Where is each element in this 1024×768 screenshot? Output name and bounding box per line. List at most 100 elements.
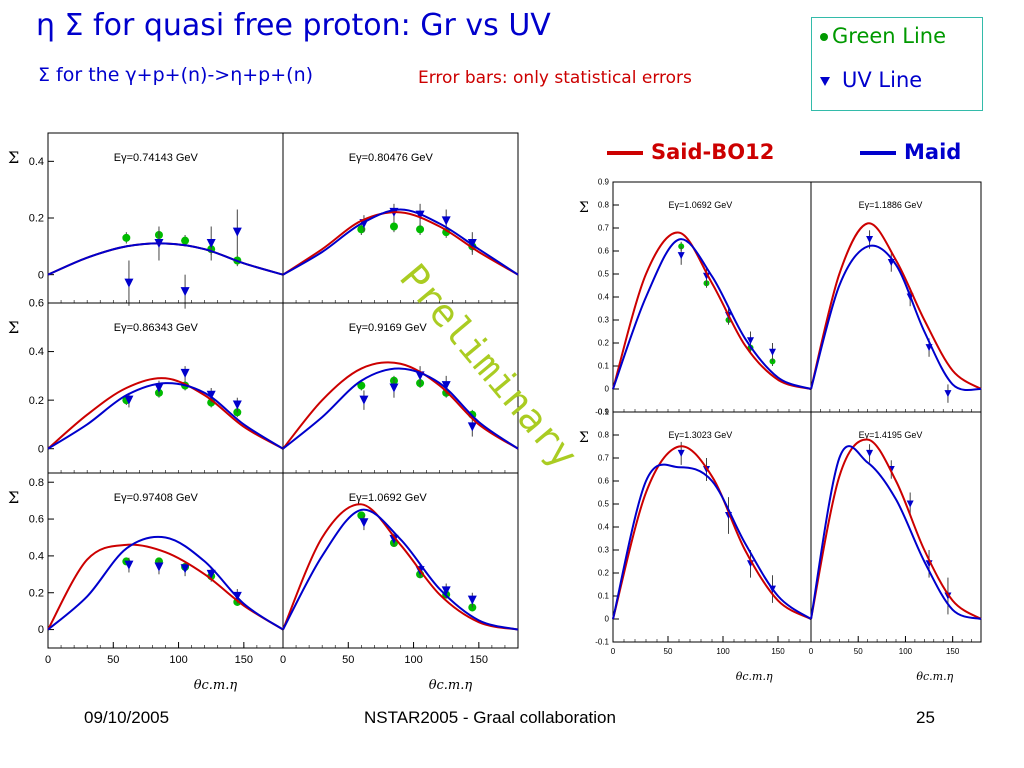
- x-tick-label: 100: [716, 647, 730, 656]
- uv-point: [180, 287, 190, 297]
- uv-point: [206, 239, 216, 248]
- blue-line-icon: [860, 151, 896, 155]
- y-tick-label: 0.4: [29, 346, 44, 358]
- panel-title: Eγ=1.1886 GeV: [859, 200, 923, 210]
- y-tick-label: 0.8: [598, 431, 610, 440]
- red-line-icon: [607, 151, 643, 155]
- maid-label: Maid: [904, 140, 962, 164]
- uv-point: [124, 560, 134, 570]
- panel-title: Eγ=0.9169 GeV: [349, 322, 428, 334]
- y-axis-label: Σ: [8, 318, 19, 337]
- x-tick-label: 0: [809, 647, 814, 656]
- y-tick-label: -0.1: [595, 408, 609, 417]
- preliminary-watermark: Preliminary: [391, 256, 586, 477]
- green-point: [181, 236, 190, 245]
- said-curve: [810, 438, 982, 620]
- y-tick-label: 0.2: [29, 395, 44, 407]
- y-tick-label: 0.4: [29, 156, 44, 168]
- blue-triangle-icon: [820, 76, 830, 86]
- y-tick-label: 0.1: [598, 362, 610, 371]
- x-tick-label: 50: [854, 647, 863, 656]
- x-tick-label: 50: [107, 654, 119, 666]
- panel-title: Eγ=1.0692 GeV: [349, 492, 428, 504]
- y-tick-label: 0.7: [598, 454, 610, 463]
- uv-point: [747, 337, 754, 345]
- uv-point: [677, 252, 685, 260]
- green-point: [357, 225, 366, 234]
- x-tick-label: 0: [280, 654, 286, 666]
- uv-point: [359, 395, 369, 405]
- y-tick-label: 0.2: [598, 339, 610, 348]
- y-tick-label: 0.1: [598, 592, 610, 601]
- uv-point: [154, 562, 164, 572]
- panel-title: Eγ=0.74143 GeV: [114, 152, 199, 164]
- y-tick-label: 0.2: [598, 569, 610, 578]
- green-point: [122, 233, 131, 242]
- panel-frame: [612, 411, 812, 643]
- x-tick-label: 150: [946, 647, 960, 656]
- x-axis-label: θc.m.η: [736, 670, 773, 683]
- green-point: [357, 511, 366, 520]
- panel-title: Eγ=0.97408 GeV: [114, 492, 199, 504]
- y-tick-label: 0.4: [598, 293, 610, 302]
- y-tick-label: 0: [605, 615, 610, 624]
- y-tick-label: 0.9: [598, 178, 610, 187]
- y-tick-label: 0.6: [29, 298, 44, 310]
- panel-8: Eγ=1.1886 GeV: [810, 181, 982, 413]
- maid-curve: [47, 242, 284, 276]
- y-tick-label: 0.5: [598, 500, 610, 509]
- uv-point: [124, 278, 134, 288]
- x-tick-label: 100: [404, 654, 422, 666]
- footer-date: 09/10/2005: [84, 708, 170, 727]
- uv-point: [206, 390, 216, 400]
- data-legend-box: Green Line UV Line: [811, 17, 983, 111]
- y-axis-label: Σ: [579, 200, 589, 216]
- maid-curve: [282, 367, 519, 450]
- y-tick-label: 0.3: [598, 316, 610, 325]
- uv-point: [944, 592, 952, 600]
- said-curve: [282, 361, 519, 450]
- y-tick-label: 0.9: [598, 408, 610, 417]
- said-curve: [47, 543, 284, 631]
- panel-title: Eγ=1.0692 GeV: [668, 200, 732, 210]
- uv-point: [154, 383, 164, 393]
- legend-uv-line: UV Line: [820, 68, 922, 92]
- footer-conference: NSTAR2005 - Graal collaboration: [364, 708, 616, 727]
- maid-curve: [810, 445, 982, 620]
- said-curve: [282, 211, 519, 276]
- green-point: [389, 222, 398, 231]
- y-axis-label: Σ: [579, 430, 589, 446]
- uv-point: [389, 534, 399, 544]
- x-tick-label: 150: [235, 654, 253, 666]
- uv-point: [906, 500, 914, 508]
- said-label: Said-BO12: [651, 140, 775, 164]
- maid-curve: [282, 208, 519, 276]
- uv-point: [206, 569, 216, 579]
- y-tick-label: 0.6: [598, 247, 610, 256]
- green-point: [416, 225, 425, 234]
- uv-point: [441, 586, 451, 596]
- y-tick-label: 0: [605, 385, 610, 394]
- panel-title: Eγ=0.86343 GeV: [114, 322, 199, 334]
- panel-frame: [612, 181, 812, 413]
- x-tick-label: 100: [169, 654, 187, 666]
- uv-point: [232, 227, 242, 237]
- footer-page-number: 25: [916, 708, 935, 727]
- y-tick-label: 0.7: [598, 224, 610, 233]
- uv-point: [944, 390, 952, 398]
- x-tick-label: 50: [664, 647, 673, 656]
- y-tick-label: 0: [38, 269, 44, 281]
- maid-curve: [612, 463, 812, 620]
- x-tick-label: 0: [611, 647, 616, 656]
- uv-point: [441, 381, 451, 391]
- panel-title: Eγ=1.3023 GeV: [668, 430, 732, 440]
- error-bars-note: Error bars: only statistical errors: [418, 68, 692, 88]
- panel-3: 0 0.2 0.4 0.6 Σ Eγ=0.86343 GeV: [8, 298, 284, 474]
- y-tick-label: 0.8: [29, 477, 44, 489]
- x-tick-label: 150: [470, 654, 488, 666]
- maid-curve: [47, 535, 284, 631]
- x-axis-label: θc.m.η: [194, 678, 238, 693]
- x-tick-label: 50: [342, 654, 354, 666]
- y-axis-label: Σ: [8, 488, 19, 507]
